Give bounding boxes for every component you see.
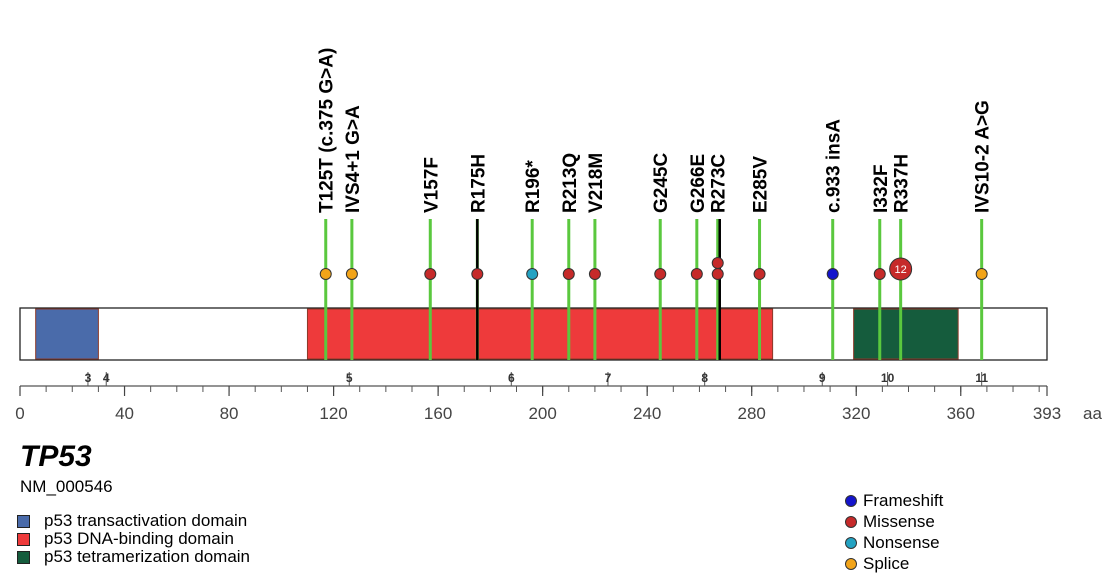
mutation-type-legend: Frameshift Missense Nonsense Splice [845, 490, 943, 574]
exon-label: 3 [85, 371, 92, 385]
domain-swatch [17, 550, 30, 564]
mutation-label: T125T (c.375 G>A) [317, 48, 338, 213]
mutation-label: IVS10-2 A>G [973, 100, 994, 213]
domain-legend-item: p53 DNA-binding domain [17, 530, 250, 548]
mutation-label: V218M [586, 153, 607, 213]
axis-tick-label: 160 [424, 404, 452, 423]
mutation-dot [424, 268, 437, 280]
exon-label: 11 [975, 371, 988, 385]
splice-dot-icon [845, 557, 857, 570]
mutation-dot [826, 268, 839, 280]
axis-tick-label: 80 [220, 404, 239, 423]
nonsense-dot-icon [845, 536, 857, 549]
axis-tick-label: 200 [528, 404, 556, 423]
mutation-type-item: Nonsense [845, 532, 943, 553]
mutation-dot [562, 268, 575, 280]
mutation-dot [690, 268, 703, 280]
exon-label: 7 [605, 371, 612, 385]
exon-label: 9 [819, 371, 826, 385]
mutation-type-label: Splice [863, 553, 910, 573]
axis-tick-label: 320 [842, 404, 870, 423]
domain-block [306, 308, 774, 360]
mutation-count-label: 12 [895, 264, 907, 276]
transcript-accession: NM_000546 [20, 477, 113, 496]
axis-tick-label: 40 [115, 404, 134, 423]
exon-label: 10 [881, 371, 895, 385]
mutation-label: V157F [421, 157, 442, 213]
exon-label: 4 [103, 371, 110, 385]
mutation-dot [753, 268, 766, 280]
mutation-dot [526, 268, 539, 280]
domain-legend-item: p53 transactivation domain [17, 512, 250, 530]
axis-tick-label: 0 [15, 404, 24, 423]
frameshift-dot-icon [845, 494, 857, 507]
mutation-dot [711, 257, 724, 269]
exon-label: 8 [701, 371, 708, 385]
mutation-dot [345, 268, 358, 280]
mutation-dot [588, 268, 601, 280]
mutation-dot [654, 268, 667, 280]
mutation-label: R273C [709, 154, 730, 213]
axis-tick-label: 360 [947, 404, 975, 423]
mutation-type-item: Missense [845, 511, 943, 532]
mutation-label: R213Q [560, 153, 581, 213]
mutation-dot [319, 268, 332, 280]
mutation-type-label: Nonsense [863, 532, 940, 552]
axis-unit-label: aa [1083, 404, 1102, 423]
mutation-label: G245C [651, 153, 672, 213]
domain-legend-item: p53 tetramerization domain [17, 548, 250, 566]
mutation-dot [975, 268, 988, 280]
mutation-dot [711, 268, 724, 280]
domain-legend-label: p53 tetramerization domain [44, 547, 251, 566]
axis-tick-label: 240 [633, 404, 661, 423]
mutation-label: R175H [468, 154, 489, 213]
domain-block [853, 308, 959, 360]
axis-tick-label: 393 [1033, 404, 1061, 423]
domain-block [35, 308, 99, 360]
axis-tick-label: 120 [319, 404, 347, 423]
mutation-label: R196* [523, 160, 544, 213]
mutation-label: E285V [751, 156, 772, 213]
domain-swatch [17, 532, 30, 546]
mutation-type-item: Frameshift [845, 490, 943, 511]
mutation-dot [889, 257, 913, 281]
mutation-type-label: Frameshift [863, 490, 944, 510]
mutation-label: I332F [871, 164, 892, 213]
axis-tick-label: 280 [738, 404, 766, 423]
mutation-label: IVS4+1 G>A [343, 105, 364, 213]
mutation-label: R337H [892, 154, 913, 213]
mutation-label: c.933 insA [824, 119, 845, 213]
mutation-type-item: Splice [845, 553, 943, 574]
domain-legend-label: p53 DNA-binding domain [44, 529, 234, 548]
exon-label: 5 [346, 371, 353, 385]
mutation-dot [873, 268, 886, 280]
domain-legend: p53 transactivation domain p53 DNA-bindi… [17, 512, 250, 566]
mutation-type-label: Missense [863, 511, 935, 531]
missense-dot-icon [845, 515, 857, 528]
exon-label: 6 [508, 371, 515, 385]
domain-swatch [17, 514, 30, 528]
gene-name: TP53 [20, 440, 92, 473]
mutation-label: G266E [688, 154, 709, 213]
domain-legend-label: p53 transactivation domain [44, 511, 248, 530]
mutation-dot [471, 268, 484, 280]
